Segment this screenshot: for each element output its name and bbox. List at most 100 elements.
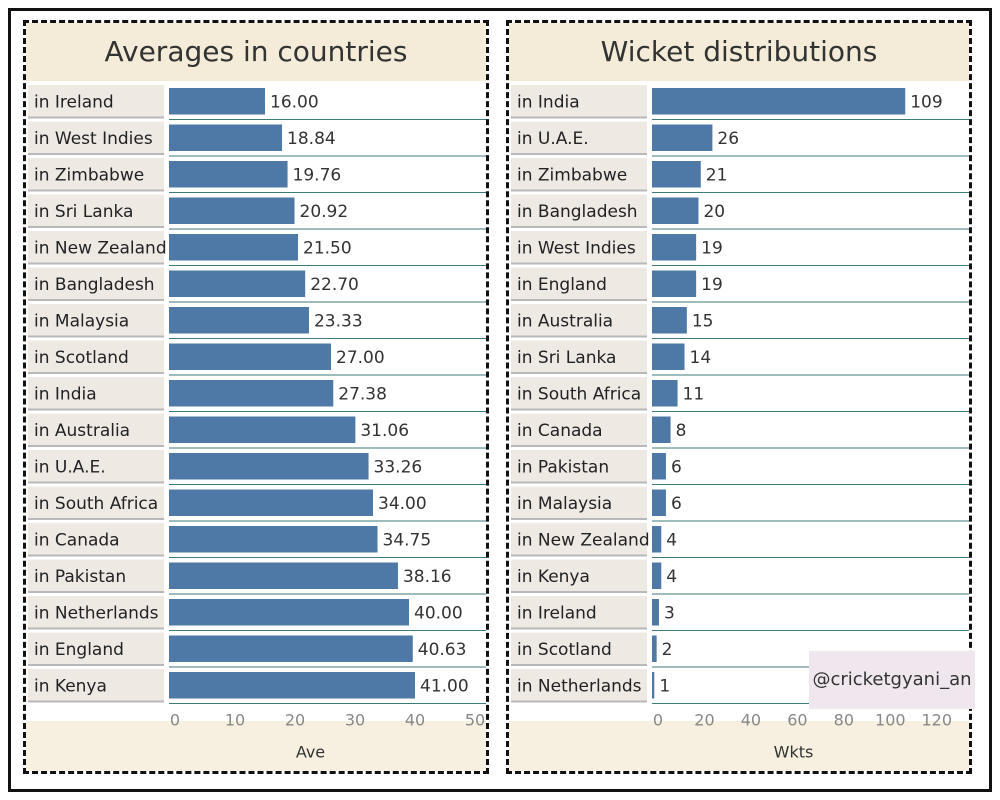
row-label-shadow bbox=[511, 481, 647, 484]
bar bbox=[652, 161, 701, 188]
value-label: 22.70 bbox=[310, 275, 359, 295]
category-label: in Scotland bbox=[517, 640, 612, 660]
row-label-shadow bbox=[28, 664, 164, 666]
row-label-bg bbox=[28, 194, 164, 227]
row-label-shadow bbox=[28, 116, 164, 119]
category-label: in West Indies bbox=[517, 238, 636, 258]
row-label-shadow bbox=[511, 335, 647, 338]
value-label: 34.00 bbox=[378, 494, 427, 514]
x-tick-label: 30 bbox=[345, 711, 365, 730]
category-label: in Kenya bbox=[517, 567, 590, 587]
row-label-bg bbox=[511, 486, 647, 519]
row-label-shadow bbox=[511, 518, 647, 520]
row-label-bg bbox=[511, 632, 647, 665]
row-label-shadow bbox=[511, 408, 647, 411]
bar bbox=[652, 526, 662, 553]
row-label-bg bbox=[28, 304, 164, 337]
row-label-shadow bbox=[28, 554, 164, 557]
row-label-bg bbox=[28, 231, 164, 264]
value-label: 19 bbox=[701, 275, 723, 295]
bar bbox=[169, 526, 378, 553]
bar bbox=[652, 489, 666, 516]
x-tick-label: 40 bbox=[405, 711, 425, 730]
value-label: 6 bbox=[671, 457, 682, 477]
value-label: 31.06 bbox=[360, 421, 409, 441]
category-label: in Pakistan bbox=[517, 457, 609, 477]
value-label: 33.26 bbox=[374, 457, 423, 477]
category-label: in Netherlands bbox=[517, 676, 642, 696]
bar bbox=[652, 343, 685, 370]
row-label-shadow bbox=[28, 700, 164, 703]
row-label-shadow bbox=[28, 445, 164, 447]
row-label-bg bbox=[511, 377, 647, 410]
x-tick-label: 80 bbox=[834, 711, 854, 730]
row-label-shadow bbox=[511, 262, 647, 265]
value-label: 34.75 bbox=[383, 530, 432, 550]
value-label: 23.33 bbox=[314, 311, 363, 331]
row-label-bg bbox=[28, 596, 164, 629]
category-label: in New Zealand bbox=[34, 238, 167, 258]
x-tick-label: 20 bbox=[285, 711, 305, 730]
category-label: in Ireland bbox=[34, 92, 114, 112]
row-label-bg bbox=[28, 632, 164, 665]
row-label-shadow bbox=[511, 554, 647, 557]
wickets-title: Wicket distributions bbox=[509, 23, 969, 81]
averages-panel: Averages in countries in Ireland 16.00 in … bbox=[23, 20, 489, 774]
row-label-shadow bbox=[28, 591, 164, 593]
value-label: 20 bbox=[703, 202, 725, 222]
row-label-shadow bbox=[28, 153, 164, 155]
averages-footer bbox=[26, 721, 486, 771]
category-label: in Zimbabwe bbox=[517, 165, 627, 185]
category-label: in South Africa bbox=[34, 494, 158, 514]
x-tick-label: 40 bbox=[741, 711, 761, 730]
value-label: 14 bbox=[690, 348, 712, 368]
bar bbox=[652, 635, 657, 662]
value-label: 38.16 bbox=[403, 567, 452, 587]
x-tick-label: 100 bbox=[875, 711, 906, 730]
category-label: in India bbox=[517, 92, 580, 112]
category-label: in England bbox=[34, 640, 124, 660]
bar bbox=[652, 88, 906, 115]
value-label: 4 bbox=[666, 530, 677, 550]
x-axis-title: Ave bbox=[296, 743, 325, 762]
wickets-footer bbox=[509, 721, 969, 771]
category-label: in Canada bbox=[517, 421, 603, 441]
row-label-bg bbox=[511, 523, 647, 556]
bar bbox=[169, 416, 356, 443]
value-label: 41.00 bbox=[420, 676, 469, 696]
row-label-bg bbox=[28, 340, 164, 373]
bar bbox=[652, 234, 697, 261]
category-label: in New Zealand bbox=[517, 530, 650, 550]
plot-area bbox=[652, 83, 969, 704]
value-label: 40.00 bbox=[414, 603, 463, 623]
bar bbox=[652, 380, 678, 407]
row-label-bg bbox=[511, 194, 647, 227]
averages-bar-chart: in Ireland 16.00 in West Indies 18.84 in Zim… bbox=[28, 83, 486, 762]
bar bbox=[652, 307, 687, 334]
bar bbox=[652, 124, 713, 151]
value-label: 11 bbox=[683, 384, 705, 404]
value-label: 3 bbox=[664, 603, 675, 623]
row-label-bg bbox=[28, 669, 164, 702]
bar bbox=[169, 197, 295, 224]
row-label-shadow bbox=[511, 591, 647, 593]
bar bbox=[169, 453, 369, 480]
row-label-shadow bbox=[511, 372, 647, 374]
row-label-shadow bbox=[28, 226, 164, 228]
row-label-shadow bbox=[28, 335, 164, 338]
value-label: 27.38 bbox=[338, 384, 387, 404]
row-label-shadow bbox=[28, 481, 164, 484]
row-label-bg bbox=[28, 486, 164, 519]
bar bbox=[652, 672, 655, 699]
category-label: in Ireland bbox=[517, 603, 597, 623]
row-label-shadow bbox=[511, 153, 647, 155]
row-label-bg bbox=[28, 559, 164, 592]
row-label-bg bbox=[28, 85, 164, 118]
category-label: in Bangladesh bbox=[517, 202, 638, 222]
bar bbox=[169, 343, 331, 370]
value-label: 109 bbox=[910, 92, 942, 112]
row-label-bg bbox=[511, 231, 647, 264]
category-label: in U.A.E. bbox=[517, 129, 589, 149]
row-label-shadow bbox=[28, 262, 164, 265]
x-tick-label: 50 bbox=[465, 711, 485, 730]
